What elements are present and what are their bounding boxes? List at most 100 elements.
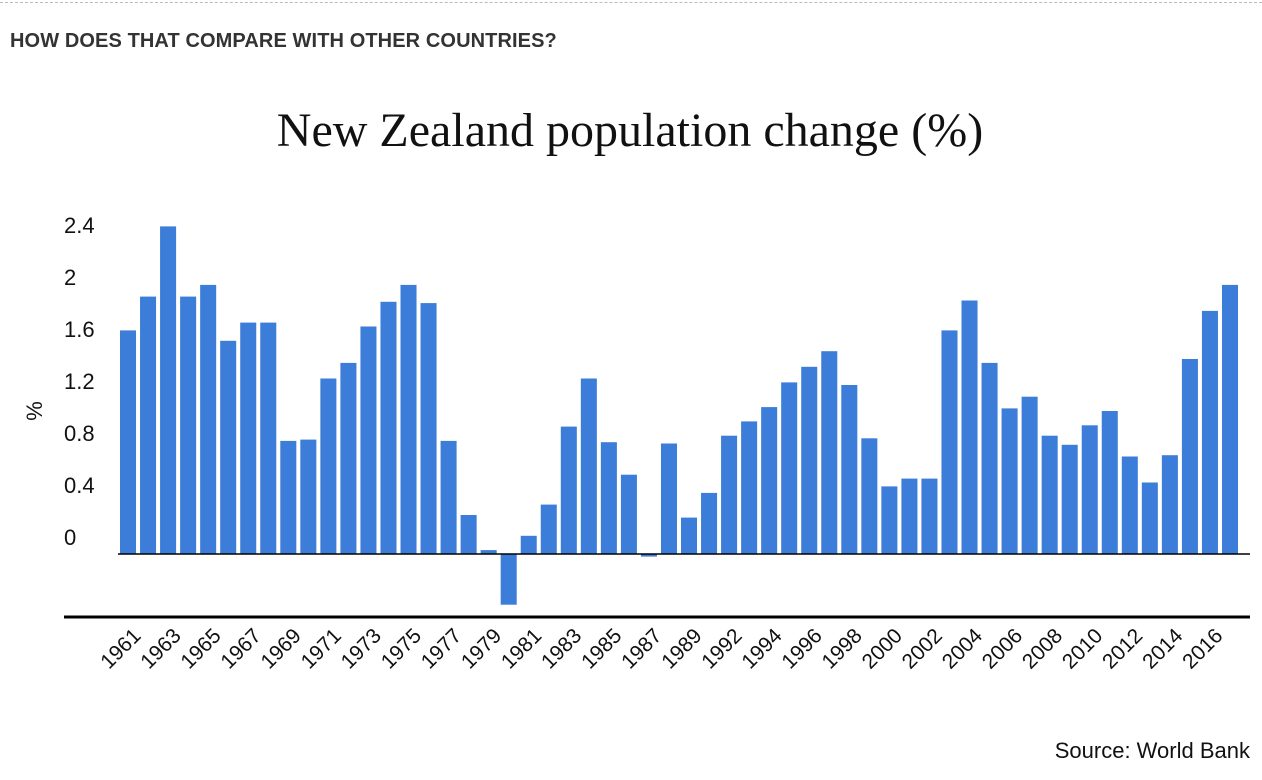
- bar-1972: [340, 362, 357, 554]
- bar-2002: [921, 478, 938, 554]
- x-tick-label: 1987: [617, 624, 666, 673]
- source-note: Source: World Bank: [1054, 738, 1250, 763]
- bar-1992: [721, 435, 738, 554]
- bar-1981: [520, 535, 537, 554]
- bar-1967: [240, 322, 257, 554]
- top-divider: [0, 2, 1262, 3]
- bar-2013: [1141, 482, 1158, 554]
- x-axis-ticks: 1961196319651967196919711973197519771979…: [96, 624, 1227, 674]
- bar-2003: [941, 330, 958, 554]
- x-tick-label: 1994: [737, 624, 787, 674]
- bar-1996: [801, 366, 818, 554]
- x-tick-label: 1975: [377, 624, 426, 673]
- bar-1989: [681, 517, 698, 554]
- bar-1995: [781, 382, 798, 554]
- x-tick-label: 1985: [577, 624, 626, 673]
- bar-2014: [1161, 455, 1178, 554]
- x-tick-label: 1979: [457, 624, 506, 673]
- bar-1962: [140, 296, 157, 554]
- x-tick-label: 1969: [257, 624, 306, 673]
- bar-1974: [380, 301, 397, 554]
- bar-1999: [861, 438, 878, 554]
- bar-2008: [1041, 435, 1058, 554]
- bar-undefined: [1221, 284, 1238, 554]
- bar-1969: [280, 440, 297, 554]
- y-tick-label: 0: [64, 525, 76, 550]
- bar-1971: [320, 378, 337, 554]
- y-tick-label: 2.4: [64, 213, 95, 238]
- bar-1973: [360, 326, 377, 554]
- x-tick-label: 2014: [1138, 624, 1188, 674]
- y-tick-label: 0.4: [64, 473, 95, 498]
- bar-1965: [200, 284, 217, 554]
- x-tick-label: 2002: [898, 624, 947, 673]
- x-tick-label: 1967: [216, 624, 265, 673]
- bar-1970: [300, 439, 317, 554]
- bar-2010: [1081, 425, 1098, 554]
- bar-1963: [160, 226, 177, 554]
- x-tick-label: 1971: [297, 624, 346, 673]
- bar-1968: [260, 322, 277, 554]
- bar-1979: [480, 550, 497, 554]
- bar-1993: [741, 421, 758, 554]
- bar-1976: [420, 303, 437, 554]
- bar-1977: [440, 440, 457, 554]
- x-tick-label: 2008: [1018, 624, 1067, 673]
- bar-2005: [981, 362, 998, 554]
- y-axis-ticks: 0 0.4 0.8 1.2 1.6 2 2.4: [64, 213, 95, 550]
- chart-container: New Zealand population change (%) % 0 0.4…: [0, 80, 1262, 730]
- y-tick-label: 2: [64, 265, 76, 290]
- bar-2015: [1181, 359, 1198, 554]
- bar-2012: [1121, 456, 1138, 554]
- x-tick-label: 1961: [96, 624, 145, 673]
- bar-2016: [1201, 310, 1218, 554]
- y-tick-label: 1.6: [64, 317, 95, 342]
- bar-1983: [560, 426, 577, 554]
- bar-1966: [220, 340, 237, 554]
- x-tick-label: 2006: [978, 624, 1027, 673]
- x-tick-label: 2016: [1178, 624, 1227, 673]
- bar-1980: [500, 554, 517, 605]
- bar-1961: [120, 330, 137, 554]
- section-heading: HOW DOES THAT COMPARE WITH OTHER COUNTRI…: [10, 30, 557, 52]
- x-tick-label: 2004: [938, 624, 988, 674]
- x-tick-label: 1996: [777, 624, 826, 673]
- x-tick-label: 2000: [858, 624, 907, 673]
- x-tick-label: 1998: [818, 624, 867, 673]
- bars-group: [120, 226, 1238, 605]
- bar-1988: [660, 443, 677, 554]
- x-tick-label: 1973: [337, 624, 386, 673]
- bar-2000: [881, 486, 898, 554]
- x-tick-label: 1989: [657, 624, 706, 673]
- y-tick-label: 1.2: [64, 369, 95, 394]
- y-axis-label: %: [22, 401, 47, 421]
- bar-1997: [821, 351, 838, 554]
- x-tick-label: 1981: [497, 624, 546, 673]
- bar-2011: [1101, 411, 1118, 554]
- bar-2006: [1001, 408, 1018, 554]
- bar-1998: [841, 385, 858, 554]
- y-tick-label: 0.8: [64, 421, 95, 446]
- x-tick-label: 1983: [537, 624, 586, 673]
- bar-1982: [540, 504, 557, 554]
- bar-1987: [640, 554, 657, 557]
- bar-1964: [180, 296, 197, 554]
- bar-1978: [460, 515, 477, 554]
- bar-2007: [1021, 396, 1038, 554]
- bar-2001: [901, 478, 918, 554]
- x-tick-label: 1992: [697, 624, 746, 673]
- population-change-chart: New Zealand population change (%) % 0 0.4…: [22, 104, 1250, 674]
- bar-2004: [961, 300, 978, 554]
- bar-1991: [701, 492, 718, 554]
- bar-1984: [580, 378, 597, 554]
- bar-1986: [620, 474, 637, 554]
- chart-title: New Zealand population change (%): [277, 104, 983, 157]
- bar-1994: [761, 407, 778, 554]
- bar-2009: [1061, 444, 1078, 554]
- bar-1975: [400, 284, 417, 554]
- x-tick-label: 2010: [1058, 624, 1107, 673]
- bar-1985: [600, 442, 617, 554]
- x-tick-label: 2012: [1098, 624, 1147, 673]
- x-tick-label: 1963: [136, 624, 185, 673]
- axes-group: [64, 553, 1250, 619]
